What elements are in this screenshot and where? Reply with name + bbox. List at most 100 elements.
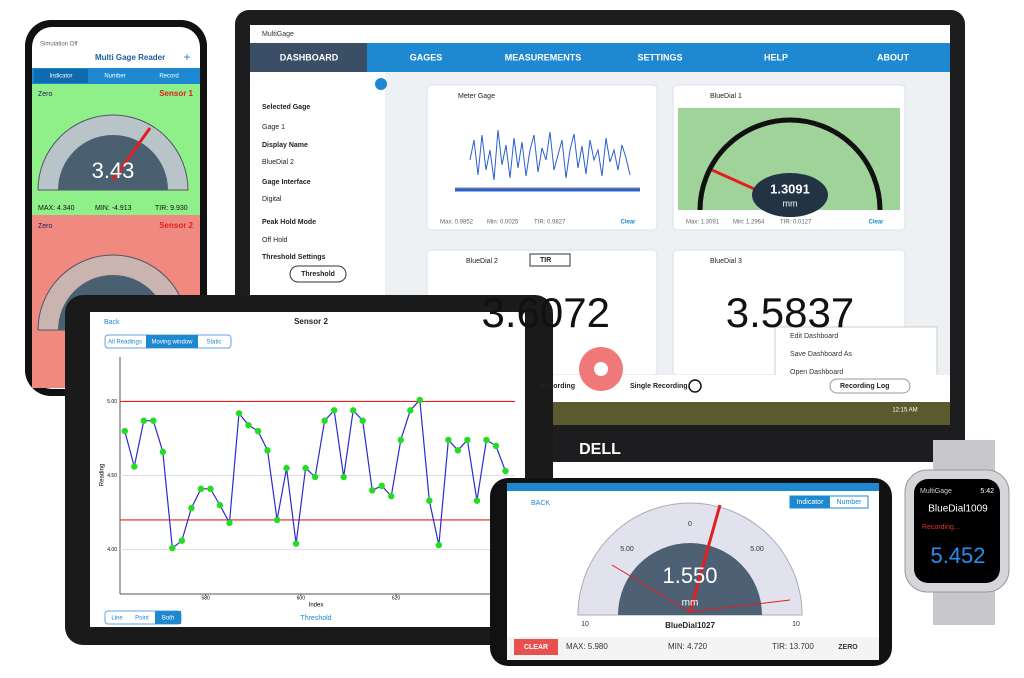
phone2-bottom [507,637,879,660]
display-value-text: BlueDial 2 [262,159,294,166]
record-icon [594,362,608,376]
data-point [169,544,176,552]
data-point [207,485,214,493]
gauge-needle [111,127,152,181]
phone-tab-active[interactable] [34,69,88,83]
bottom-tabs-text: Point [135,616,149,622]
title-text: Sensor 2 [294,317,328,326]
name-text: Sensor 1 [159,89,193,98]
nav-text: MEASUREMENTS [505,52,582,62]
gauge-center [752,173,828,217]
data-point [235,410,243,417]
data-point [464,436,471,444]
title-text: Multi Gage Reader [95,53,165,62]
data-point [302,464,309,472]
tabs-text: Indicator [49,74,72,80]
gage-text: Gage 1 [262,124,285,131]
data-point [245,421,252,429]
zero-text: ZERO [838,644,858,651]
app-text: MultiGage [262,31,294,38]
threshold-settings-text: Threshold Settings [262,254,326,261]
data-point [311,473,319,481]
single-toggle[interactable] [688,379,702,393]
data-point [445,436,452,444]
x-tick-label: 600 [297,595,306,601]
menu-text: Open Dashboard [790,369,843,376]
scale-text: 5.00 [620,546,634,553]
bottom-center-text: Threshold [300,615,331,622]
data-point [273,516,281,524]
name-text: BlueDial 3 [710,258,742,265]
menu-text: Save Dashboard As [790,351,852,358]
status-bar [507,483,879,491]
x-tick-label: 620 [392,595,401,601]
scale-text: 0 [688,521,692,528]
tabs-text: Number [837,499,863,506]
phone2-tab-active[interactable] [790,496,830,508]
tir-text: TIR: 0.9827 [534,220,566,226]
nav-text: GAGES [410,52,443,62]
log-text: Recording Log [840,383,889,390]
tabs-text: Number [104,74,125,80]
clear-button[interactable] [514,639,558,655]
data-point [216,501,224,509]
y-tick-label: 5.00 [107,399,117,405]
peak-value-text: Off Hold [262,237,288,244]
unit-text: mm [783,198,798,208]
watch-screen [914,479,1000,583]
data-point [369,487,376,494]
y-axis-label: Reading [100,464,106,486]
zero-text: Zero [38,91,53,98]
data-point [254,427,262,435]
selected-gage-text: Selected Gage [262,104,310,111]
scale-text: 10 [792,621,800,628]
min-text: Min: 1.2964 [733,220,765,226]
bottom-tabs-text: Both [162,616,174,622]
recording-text: Recording [540,383,575,390]
bottom-tabs-text: Line [111,616,123,622]
tablet-bottom-active[interactable] [155,611,181,624]
threshold-button[interactable] [289,265,347,283]
gauge-min-mark [611,564,691,613]
tir-text: TIR: 9.930 [155,205,188,212]
log-button[interactable] [829,378,911,394]
display-name-text: Display Name [262,142,308,149]
data-point [502,467,509,475]
data-point [378,482,385,490]
context-menu [774,326,938,383]
data-point [435,541,443,549]
data-point [140,417,147,424]
clear-text: Clear [868,220,884,226]
watch-band [933,440,995,474]
back-text: Back [104,319,120,326]
collapse-button[interactable] [375,78,387,90]
x-tick-label: 580 [201,595,210,601]
gauge-inner [618,543,762,615]
min-text: Min: 0.0025 [487,220,519,226]
interface-value-text: Digital [262,196,282,203]
name-text: BlueDial 1 [710,93,742,100]
data-point [131,463,138,470]
clock-text: 12:15 AM [892,408,917,414]
title-bar [250,25,950,43]
tir-badge [529,253,571,267]
data-point [388,493,395,500]
nav-active[interactable] [250,43,367,72]
data-point [264,447,271,454]
data-point [483,436,490,444]
value-text: 3.6072 [482,289,610,336]
min-text: MIN: -4.913 [95,205,132,212]
max-text: Max: 1.3091 [686,220,720,226]
brand-text: DELL [579,441,621,458]
data-point [330,407,338,414]
badge-text: TIR [540,257,551,264]
zero-text: Zero [38,223,53,230]
tabs-text: All Readings [108,340,142,346]
data-point [349,407,357,414]
data-point [283,464,290,472]
plus-text: + [183,50,190,64]
data-point [426,497,433,504]
scale-text: 10 [581,621,589,628]
value-text: 3.43 [92,158,135,183]
tablet-tab-active[interactable] [146,335,198,348]
